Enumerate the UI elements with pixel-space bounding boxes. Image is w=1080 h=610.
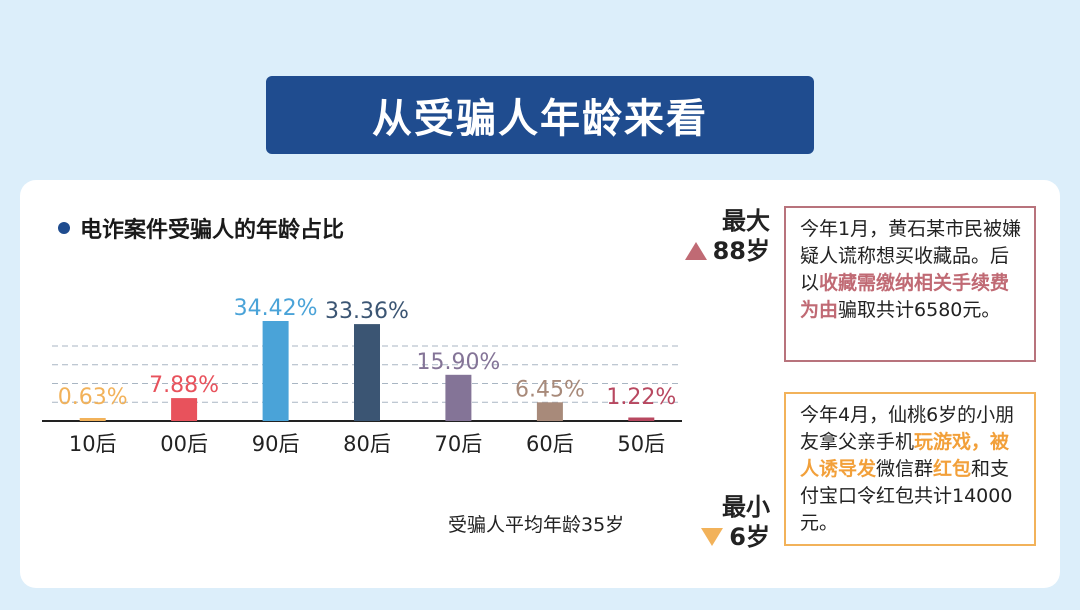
tick-label-10后: 10后 (69, 432, 117, 456)
data-label-10后: 0.63% (58, 385, 128, 410)
triangle-up-icon (684, 242, 707, 260)
tick-label-00后: 00后 (160, 432, 208, 456)
story-max-highlight: 收藏需缴纳相关手续费为由 (800, 272, 1010, 321)
page-banner: 从受骗人年龄来看 (266, 76, 814, 154)
story-min-text-1: 今年4月，仙桃6岁的小朋友拿父亲手机 (800, 404, 1015, 453)
bar-10后 (79, 418, 106, 421)
bar-00后 (171, 398, 198, 421)
chart-title: 电诈案件受骗人的年龄占比 (58, 212, 344, 244)
tick-label-70后: 70后 (435, 432, 483, 456)
story-min-highlight-1: 玩游戏，被人诱导发 (800, 431, 1010, 480)
banner-title: 从受骗人年龄来看 (372, 96, 708, 142)
bar-70后 (445, 374, 472, 421)
max-age-value: 88岁 (712, 237, 770, 265)
tick-label-80后: 80后 (343, 432, 391, 456)
min-age-block: 最小 6岁 (678, 492, 770, 552)
data-label-60后: 6.45% (515, 377, 585, 402)
bullet-dot-icon (58, 222, 70, 234)
chart-title-text: 电诈案件受骗人的年龄占比 (80, 218, 345, 243)
story-max-age: 今年1月，黄石某市民被嫌疑人谎称想买收藏品。后以收藏需缴纳相关手续费为由骗取共计… (784, 206, 1036, 362)
max-age-block: 最大 88岁 (678, 206, 770, 266)
story-min-age: 今年4月，仙桃6岁的小朋友拿父亲手机玩游戏，被人诱导发微信群红包和支付宝口令红包… (784, 392, 1036, 546)
bar-60后 (536, 402, 563, 421)
bar-80后 (354, 324, 380, 421)
story-min-text-2: 微信群 (876, 458, 934, 480)
min-age-value: 6岁 (729, 523, 770, 551)
tick-label-50后: 50后 (617, 432, 665, 456)
average-age: 受骗人平均年龄35岁 (448, 514, 625, 536)
bar-50后 (628, 417, 655, 421)
data-label-70后: 15.90% (416, 350, 500, 375)
bar-90后 (262, 321, 289, 421)
story-min-highlight-2: 红包 (933, 458, 972, 480)
tick-label-90后: 90后 (252, 432, 300, 456)
data-label-80后: 33.36% (325, 299, 409, 324)
min-age-label: 最小 (722, 493, 770, 521)
story-min-text-3: 和支付宝口令红包共计14000元。 (800, 458, 1013, 534)
max-age-label: 最大 (722, 207, 770, 235)
data-label-50后: 1.22% (606, 385, 676, 410)
data-label-00后: 7.88% (149, 373, 219, 398)
triangle-down-icon (701, 528, 724, 546)
story-max-text-2: 骗取共计6580元。 (838, 299, 1001, 321)
tick-label-60后: 60后 (526, 432, 574, 456)
story-max-text-1: 今年1月，黄石某市民被嫌疑人谎称想买收藏品。后以 (800, 218, 1022, 294)
data-label-90后: 34.42% (234, 296, 318, 321)
